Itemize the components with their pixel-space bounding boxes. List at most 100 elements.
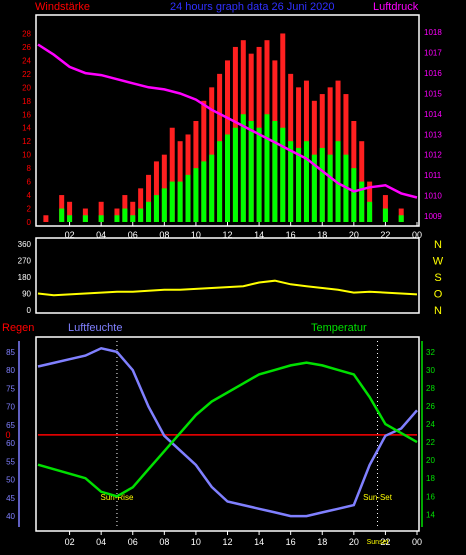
top-x-label-10: 10 [191, 230, 201, 240]
wind-bars-group [43, 33, 404, 223]
humidity-tick-50: 50 [6, 476, 15, 485]
pressure-tick-1014: 1014 [424, 110, 442, 119]
humidity-tick-75: 75 [6, 384, 15, 393]
pressure-axis-group: 1009 1010 1011 1012 1013 1014 1015 1016 1017 1018 [424, 28, 442, 221]
humidity-tick-55: 55 [6, 457, 15, 466]
compass-label-2: S [434, 272, 441, 284]
wind-max-bar-8 [138, 188, 144, 222]
top-x-label-04: 04 [96, 230, 106, 240]
pressure-tick-1015: 1015 [424, 89, 442, 98]
bottom-x-label-02: 02 [65, 537, 75, 547]
temperature-tick-30: 30 [426, 366, 435, 375]
pressure-line [37, 43, 418, 199]
direction-tick-0: 0 [27, 306, 32, 315]
humidity-line [37, 346, 418, 518]
top-x-label-22: 22 [380, 230, 390, 240]
compass-label-4: N [434, 305, 442, 317]
direction-tick-180: 180 [18, 273, 32, 282]
wind-avg-bar-7 [130, 215, 136, 222]
wind-avg-bar-30 [311, 154, 317, 222]
temperature-line-group [37, 361, 418, 498]
wind-avg-bar-29 [303, 141, 309, 222]
wind-avg-bar-20 [232, 127, 238, 222]
temperature-tick-24: 24 [426, 420, 435, 429]
pressure-tick-1012: 1012 [424, 151, 442, 160]
wind-avg-bar-25 [272, 121, 278, 222]
pressure-tick-1010: 1010 [424, 191, 442, 200]
temperature-tick-28: 28 [426, 384, 435, 393]
wind-max-bar-2 [67, 201, 73, 222]
wind-tick-14: 14 [22, 124, 31, 133]
wind-max-bar-32 [327, 87, 333, 222]
wind-max-bar-10 [153, 161, 159, 222]
wind-avg-bar-19 [225, 134, 230, 222]
wind-avg-bar-26 [280, 127, 286, 222]
top-x-label-20: 20 [349, 230, 359, 240]
wind-avg-bar-16 [201, 161, 207, 222]
pressure-tick-1018: 1018 [424, 28, 442, 37]
wind-avg-bar-3 [82, 215, 88, 222]
wind-max-bar-0 [43, 215, 49, 222]
bottom-x-label-06: 06 [128, 537, 138, 547]
wind-tick-8: 8 [27, 164, 32, 173]
wind-avg-bar-13 [177, 181, 183, 222]
top-x-axis-group: 02 04 06 08 10 12 14 16 18 20 22 00 [65, 222, 422, 240]
humidity-tick-60: 60 [6, 439, 15, 448]
wind-max-bar-4 [98, 201, 104, 222]
direction-tick-360: 360 [18, 240, 32, 249]
wind-avg-bar-1 [59, 208, 65, 222]
wind-tick-22: 22 [22, 70, 31, 79]
wind-avg-bar-4 [98, 215, 104, 222]
humidity-tick-80: 80 [6, 366, 15, 375]
wind-tick-24: 24 [22, 56, 31, 65]
top-x-label-12: 12 [222, 230, 232, 240]
wind-tick-2: 2 [27, 205, 32, 214]
wind-max-bar-38 [382, 195, 388, 222]
wind-avg-bar-37 [367, 201, 373, 222]
wind-direction-line [37, 279, 418, 297]
bottom-x-label-18: 18 [317, 537, 327, 547]
pressure-line-group [37, 43, 418, 199]
bottom-x-label-14: 14 [254, 537, 264, 547]
wind-tick-0: 0 [27, 218, 32, 227]
wind-avg-bar-6 [122, 208, 128, 222]
humidity-tick-45: 45 [6, 494, 15, 503]
rain-value-label: 0 [5, 430, 10, 440]
wind-max-bar-17 [209, 87, 215, 222]
top-x-label-18: 18 [317, 230, 327, 240]
wind-avg-bar-14 [185, 174, 191, 222]
direction-tick-270: 270 [18, 257, 32, 266]
chart-title: 24 hours graph data 26 Juni 2020 [170, 1, 335, 13]
pressure-tick-1016: 1016 [424, 69, 442, 78]
wind-avg-bar-38 [382, 208, 388, 222]
pressure-tick-1011: 1011 [424, 171, 442, 180]
wind-avg-bar-5 [114, 215, 120, 222]
wind-avg-bar-8 [138, 208, 144, 222]
wind-avg-bar-32 [327, 154, 333, 222]
temperature-tick-18: 18 [426, 474, 435, 483]
wind-avg-bar-36 [359, 181, 365, 222]
temperature-axis-group: 14 16 18 20 22 24 26 28 30 32 [421, 341, 435, 527]
wind-avg-bar-39 [398, 215, 404, 222]
wind-avg-bar-17 [209, 154, 215, 222]
pressure-tick-1009: 1009 [424, 212, 442, 221]
temperature-label: Temperatur [311, 322, 367, 334]
wind-tick-28: 28 [22, 29, 31, 38]
wind-max-bar-6 [122, 195, 128, 222]
direction-panel-frame [35, 237, 420, 314]
humidity-line-group [37, 346, 418, 518]
wind-avg-bar-33 [335, 141, 341, 222]
wind-avg-bar-23 [256, 127, 262, 222]
bottom-x-label-10: 10 [191, 537, 201, 547]
wind-avg-bar-27 [288, 141, 294, 222]
wind-avg-bar-9 [146, 201, 152, 222]
wind-avg-bar-10 [153, 195, 159, 222]
rain-line-group: 0 [5, 430, 417, 440]
humidity-label: Luftfeuchte [68, 322, 122, 334]
wind-avg-bar-21 [240, 114, 246, 222]
pressure-tick-1013: 1013 [424, 130, 442, 139]
wind-avg-bar-28 [296, 147, 302, 222]
wind-avg-bar-2 [67, 215, 73, 222]
wind-tick-16: 16 [22, 110, 31, 119]
